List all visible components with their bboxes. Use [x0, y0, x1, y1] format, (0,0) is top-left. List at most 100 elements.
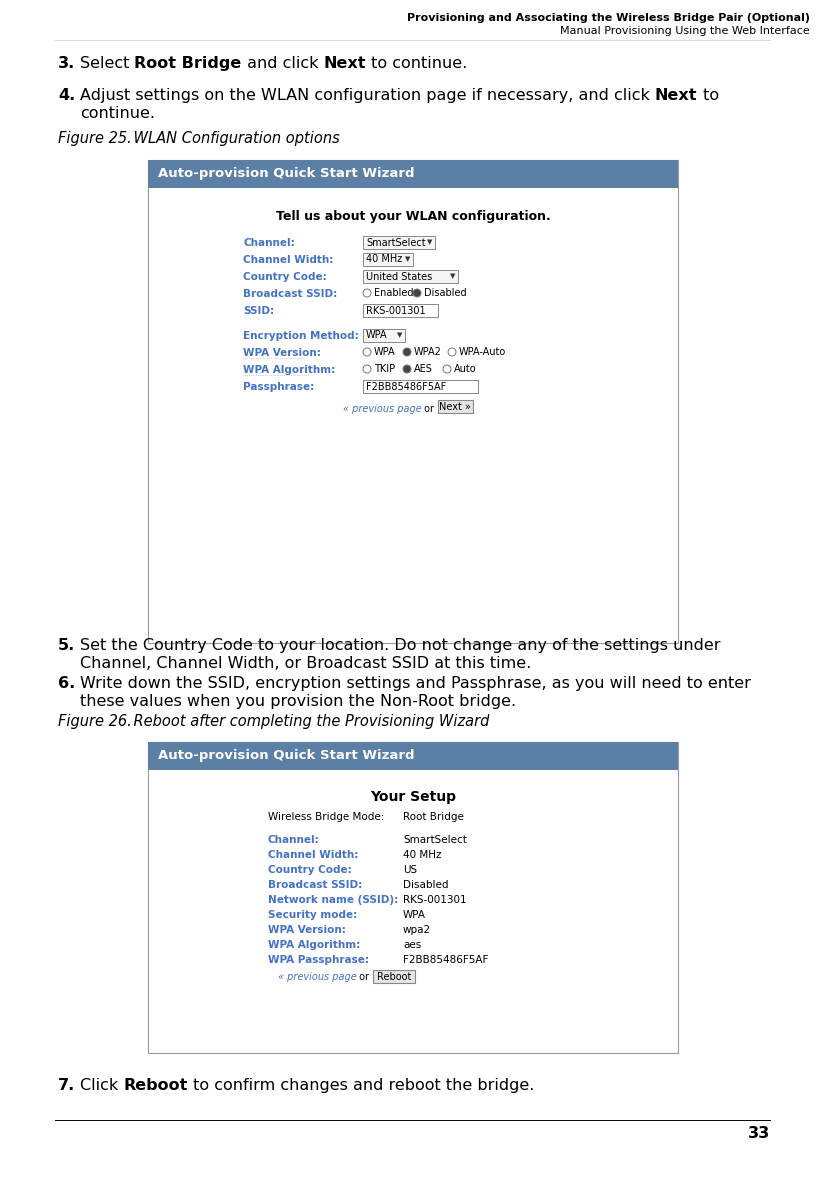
Text: Passphrase:: Passphrase:	[243, 382, 314, 392]
Text: 40 MHz: 40 MHz	[403, 851, 441, 860]
Text: WPA Version:: WPA Version:	[243, 347, 321, 358]
Text: Enabled: Enabled	[374, 288, 413, 298]
Text: SSID:: SSID:	[243, 305, 274, 316]
Text: AES: AES	[414, 364, 433, 374]
Text: Click: Click	[80, 1078, 124, 1093]
Text: Manual Provisioning Using the Web Interface: Manual Provisioning Using the Web Interf…	[560, 26, 810, 36]
Bar	[363, 270, 458, 283]
Text: ▼: ▼	[427, 240, 432, 246]
Text: « previous page: « previous page	[278, 972, 356, 982]
Text: Adjust settings on the WLAN configuration page if necessary, and click: Adjust settings on the WLAN configuratio…	[80, 87, 655, 103]
Text: Root Bridge: Root Bridge	[403, 812, 464, 822]
Text: Encryption Method:: Encryption Method:	[243, 331, 359, 341]
Text: continue.: continue.	[80, 105, 155, 121]
Text: Wireless Bridge Mode:: Wireless Bridge Mode:	[268, 812, 384, 822]
Text: Reboot: Reboot	[377, 972, 411, 981]
Text: Disabled: Disabled	[403, 881, 449, 890]
Text: Broadcast SSID:: Broadcast SSID:	[243, 289, 337, 300]
Text: WPA Passphrase:: WPA Passphrase:	[268, 955, 369, 966]
Text: Reboot after completing the Provisioning Wizard: Reboot after completing the Provisioning…	[115, 714, 489, 730]
Text: RKS-001301: RKS-001301	[403, 895, 467, 904]
Text: 33: 33	[747, 1126, 770, 1140]
Text: WPA Algorithm:: WPA Algorithm:	[243, 365, 335, 375]
Text: Figure 25.: Figure 25.	[58, 131, 132, 146]
Text: or: or	[356, 972, 372, 982]
Text: 4.: 4.	[58, 87, 75, 103]
Text: WPA: WPA	[374, 347, 396, 357]
Bar	[148, 742, 678, 770]
Circle shape	[403, 347, 411, 356]
Circle shape	[403, 365, 411, 373]
Text: and click: and click	[242, 56, 323, 71]
Text: aes: aes	[403, 940, 422, 950]
Text: Next »: Next »	[439, 401, 471, 411]
Text: WPA Version:: WPA Version:	[268, 925, 346, 934]
Text: « previous page: « previous page	[343, 404, 422, 415]
Text: wpa2: wpa2	[403, 925, 431, 934]
Text: or: or	[421, 404, 437, 415]
Text: WLAN Configuration options: WLAN Configuration options	[115, 131, 340, 146]
Text: these values when you provision the Non-Root bridge.: these values when you provision the Non-…	[80, 694, 516, 709]
Text: Auto-provision Quick Start Wizard: Auto-provision Quick Start Wizard	[158, 168, 414, 181]
Text: Figure 26.: Figure 26.	[58, 714, 132, 730]
Text: Set the Country Code to your location. Do not change any of the settings under: Set the Country Code to your location. D…	[80, 639, 720, 653]
Text: Channel, Channel Width, or Broadcast SSID at this time.: Channel, Channel Width, or Broadcast SSI…	[80, 657, 531, 671]
Text: Tell us about your WLAN configuration.: Tell us about your WLAN configuration.	[276, 210, 550, 223]
Bar	[363, 380, 478, 393]
Text: F2BB85486F5AF: F2BB85486F5AF	[403, 955, 488, 966]
Text: ▼: ▼	[404, 256, 410, 262]
Text: SmartSelect: SmartSelect	[403, 835, 467, 845]
Text: to: to	[697, 87, 719, 103]
Text: WPA2: WPA2	[414, 347, 442, 357]
Text: RKS-001301: RKS-001301	[366, 305, 426, 315]
Text: Country Code:: Country Code:	[243, 272, 327, 282]
Text: SmartSelect: SmartSelect	[366, 237, 426, 248]
Text: US: US	[403, 865, 417, 875]
Bar	[373, 970, 415, 984]
Bar	[438, 400, 473, 413]
Text: WPA: WPA	[403, 910, 426, 920]
Text: Disabled: Disabled	[424, 288, 467, 298]
Bar	[148, 161, 678, 188]
Text: to confirm changes and reboot the bridge.: to confirm changes and reboot the bridge…	[188, 1078, 534, 1093]
Text: 3.: 3.	[58, 56, 75, 71]
Text: Select: Select	[80, 56, 134, 71]
Text: 5.: 5.	[58, 639, 75, 653]
Bar	[363, 329, 405, 341]
Bar	[148, 161, 678, 643]
Circle shape	[413, 289, 421, 297]
Text: Country Code:: Country Code:	[268, 865, 351, 875]
Text: Your Setup: Your Setup	[370, 789, 456, 804]
Text: Write down the SSID, encryption settings and Passphrase, as you will need to ent: Write down the SSID, encryption settings…	[80, 676, 751, 691]
Text: 6.: 6.	[58, 676, 75, 691]
Bar	[363, 236, 435, 249]
Text: F2BB85486F5AF: F2BB85486F5AF	[366, 381, 446, 392]
Text: WPA: WPA	[366, 331, 388, 340]
Text: Provisioning and Associating the Wireless Bridge Pair (Optional): Provisioning and Associating the Wireles…	[407, 13, 810, 23]
Text: Next: Next	[655, 87, 697, 103]
Text: Auto-provision Quick Start Wizard: Auto-provision Quick Start Wizard	[158, 750, 414, 762]
Text: ▼: ▼	[397, 333, 402, 339]
Text: Channel Width:: Channel Width:	[243, 255, 333, 265]
Text: to continue.: to continue.	[365, 56, 467, 71]
Text: 40 MHz: 40 MHz	[366, 254, 403, 265]
Text: Channel:: Channel:	[268, 835, 320, 845]
Text: 7.: 7.	[58, 1078, 75, 1093]
Text: Root Bridge: Root Bridge	[134, 56, 242, 71]
Text: TKIP: TKIP	[374, 364, 395, 374]
Text: ▼: ▼	[450, 273, 455, 279]
Bar	[363, 253, 413, 266]
Text: WPA Algorithm:: WPA Algorithm:	[268, 940, 361, 950]
Text: Security mode:: Security mode:	[268, 910, 357, 920]
Text: United States: United States	[366, 272, 432, 282]
Text: Auto: Auto	[454, 364, 477, 374]
Bar	[148, 742, 678, 1053]
Text: Channel Width:: Channel Width:	[268, 851, 358, 860]
Text: WPA-Auto: WPA-Auto	[459, 347, 507, 357]
Text: Broadcast SSID:: Broadcast SSID:	[268, 881, 362, 890]
Text: Network name (SSID):: Network name (SSID):	[268, 895, 398, 904]
Text: Channel:: Channel:	[243, 238, 295, 248]
Text: Next: Next	[323, 56, 365, 71]
Bar	[363, 304, 438, 317]
Text: Reboot: Reboot	[124, 1078, 188, 1093]
